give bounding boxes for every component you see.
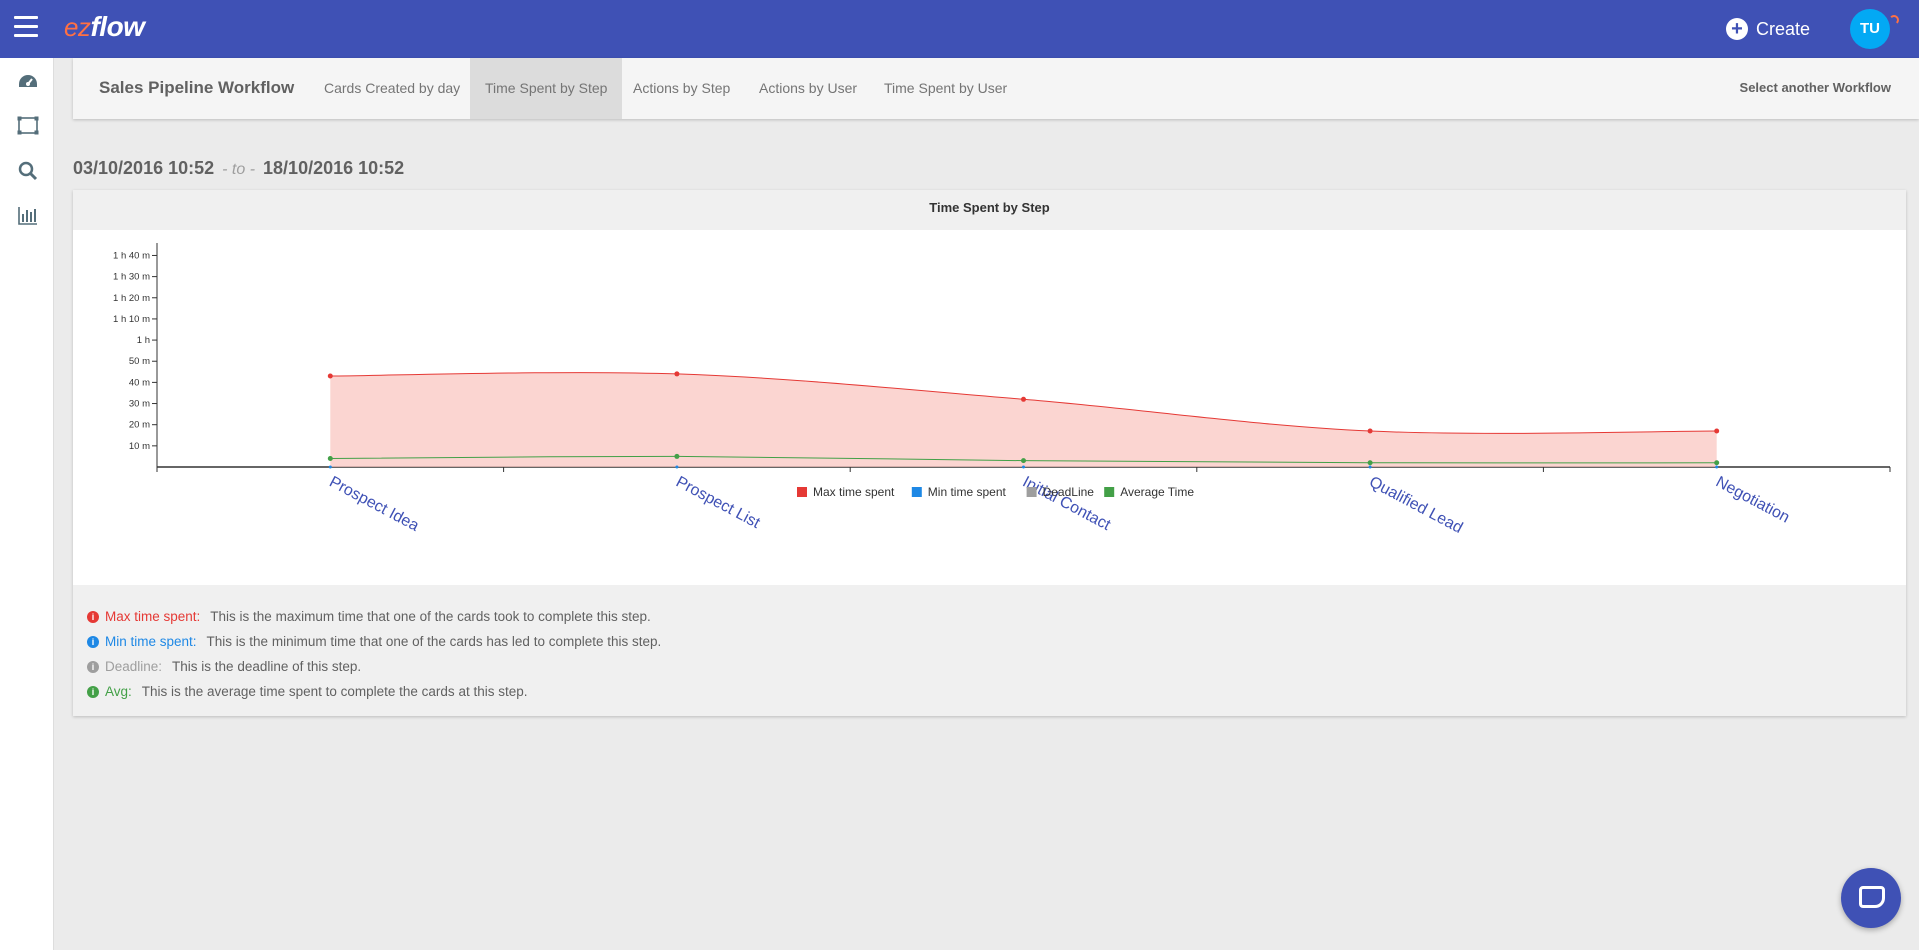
date-range: 03/10/2016 10:52 - to - 18/10/2016 10:52	[73, 158, 404, 179]
x-category-label: Negotiation	[1713, 474, 1792, 527]
chart-area: 10 m 20 m 30 m 40 m 50 m 1 h 1 h 10 m 1 h 20 m 1…	[73, 230, 1906, 585]
legend-swatch	[1104, 487, 1115, 497]
y-tick-label: 20 m	[129, 420, 150, 431]
info-icon: i	[87, 635, 99, 648]
chart-notes: i Max time spent: This is the maximum ti…	[87, 604, 661, 704]
y-tick-label: 1 h 40 m	[113, 250, 150, 261]
y-tick-label: 1 h 10 m	[113, 314, 150, 325]
y-tick-label: 1 h 30 m	[113, 272, 150, 283]
workflow-icon[interactable]	[16, 114, 40, 138]
info-icon: i	[87, 685, 99, 698]
tab-cards-created-by-day[interactable]: Cards Created by day	[324, 80, 461, 96]
time-spent-chart: 10 m 20 m 30 m 40 m 50 m 1 h 1 h 10 m 1 h 20 m 1…	[113, 243, 1891, 537]
average-time-point	[1367, 460, 1373, 466]
average-time-point	[327, 456, 333, 462]
x-category-label: Prospect Idea	[326, 474, 421, 535]
average-time-point	[1021, 458, 1026, 464]
min-time-point	[328, 465, 332, 469]
y-tick-label: 1 h	[137, 335, 150, 346]
info-icon: i	[87, 610, 99, 623]
max-time-point	[1714, 428, 1720, 434]
max-time-point	[1021, 396, 1026, 402]
date-to: 18/10/2016 10:52	[263, 158, 405, 178]
note-avg: i Avg: This is the average time spent to…	[87, 679, 661, 704]
legend-swatch	[797, 487, 807, 497]
average-time-point	[1714, 460, 1720, 466]
min-time-point	[1022, 465, 1025, 469]
reports-icon[interactable]	[16, 203, 40, 227]
legend-swatch	[1026, 487, 1037, 497]
note-max: i Max time spent: This is the maximum ti…	[87, 604, 661, 629]
note-desc: This is the maximum time that one of the…	[210, 609, 651, 624]
tab-time-spent-by-step[interactable]: Time Spent by Step	[470, 58, 623, 119]
report-nav: Sales Pipeline Workflow Cards Created by…	[73, 58, 1919, 119]
date-separator: - to -	[222, 161, 256, 178]
sidebar: ?	[0, 58, 54, 950]
note-deadline: i Deadline: This is the deadline of this…	[87, 654, 661, 679]
max-time-point	[1367, 428, 1373, 434]
chart-title: Time Spent by Step	[929, 200, 1050, 215]
dashboard-icon[interactable]	[16, 70, 40, 94]
note-key: Deadline:	[105, 659, 163, 674]
x-category-label: Qualified Lead	[1366, 474, 1465, 537]
tab-actions-by-user[interactable]: Actions by User	[759, 80, 858, 96]
menu-icon[interactable]	[14, 16, 38, 38]
tab-actions-by-step[interactable]: Actions by Step	[633, 80, 731, 96]
date-from: 03/10/2016 10:52	[73, 158, 215, 178]
workflow-title: Sales Pipeline Workflow	[99, 78, 295, 97]
y-tick-label: 10 m	[129, 441, 150, 452]
legend-label: DeadLine	[1043, 485, 1095, 499]
y-tick-label: 30 m	[129, 399, 150, 410]
max-time-area	[330, 372, 1717, 467]
avatar[interactable]: TU	[1850, 9, 1890, 49]
note-key: Max time spent:	[105, 609, 201, 624]
min-time-point	[675, 465, 679, 469]
x-category-label: Prospect List	[673, 474, 763, 533]
y-tick-label: 1 h 20 m	[113, 293, 150, 304]
tab-time-spent-by-user[interactable]: Time Spent by User	[884, 80, 1008, 96]
note-min: i Min time spent: This is the minimum ti…	[87, 629, 661, 654]
y-tick-label: 40 m	[129, 377, 150, 388]
note-desc: This is the average time spent to comple…	[141, 684, 528, 699]
plus-icon: +	[1726, 18, 1748, 40]
create-label: Create	[1756, 18, 1811, 39]
x-category-label: Initial Contact	[1020, 474, 1114, 535]
logo[interactable]: ezflow	[64, 11, 145, 42]
legend-label: Max time spent	[813, 485, 895, 499]
chat-button[interactable]	[1841, 868, 1901, 928]
average-time-point	[674, 453, 680, 459]
status-indicator-icon	[1889, 15, 1899, 25]
note-desc: This is the minimum time that one of the…	[206, 634, 662, 649]
create-button[interactable]: + Create	[1726, 15, 1810, 43]
top-bar: ezflow + Create TU	[0, 0, 1919, 58]
select-workflow-link[interactable]: Select another Workflow	[1739, 80, 1891, 95]
y-tick-label: 50 m	[129, 356, 150, 367]
max-time-point	[327, 373, 333, 379]
search-icon[interactable]	[16, 159, 40, 183]
legend-label: Min time spent	[928, 485, 1007, 499]
min-time-point	[1368, 465, 1372, 469]
max-time-point	[674, 371, 680, 377]
note-desc: This is the deadline of this step.	[172, 659, 362, 674]
chat-icon	[1859, 886, 1885, 908]
legend-label: Average Time	[1120, 485, 1194, 499]
min-time-point	[1715, 465, 1719, 469]
note-key: Min time spent:	[105, 634, 197, 649]
note-key: Avg:	[105, 684, 132, 699]
legend-swatch	[911, 487, 922, 497]
info-icon: i	[87, 660, 99, 673]
